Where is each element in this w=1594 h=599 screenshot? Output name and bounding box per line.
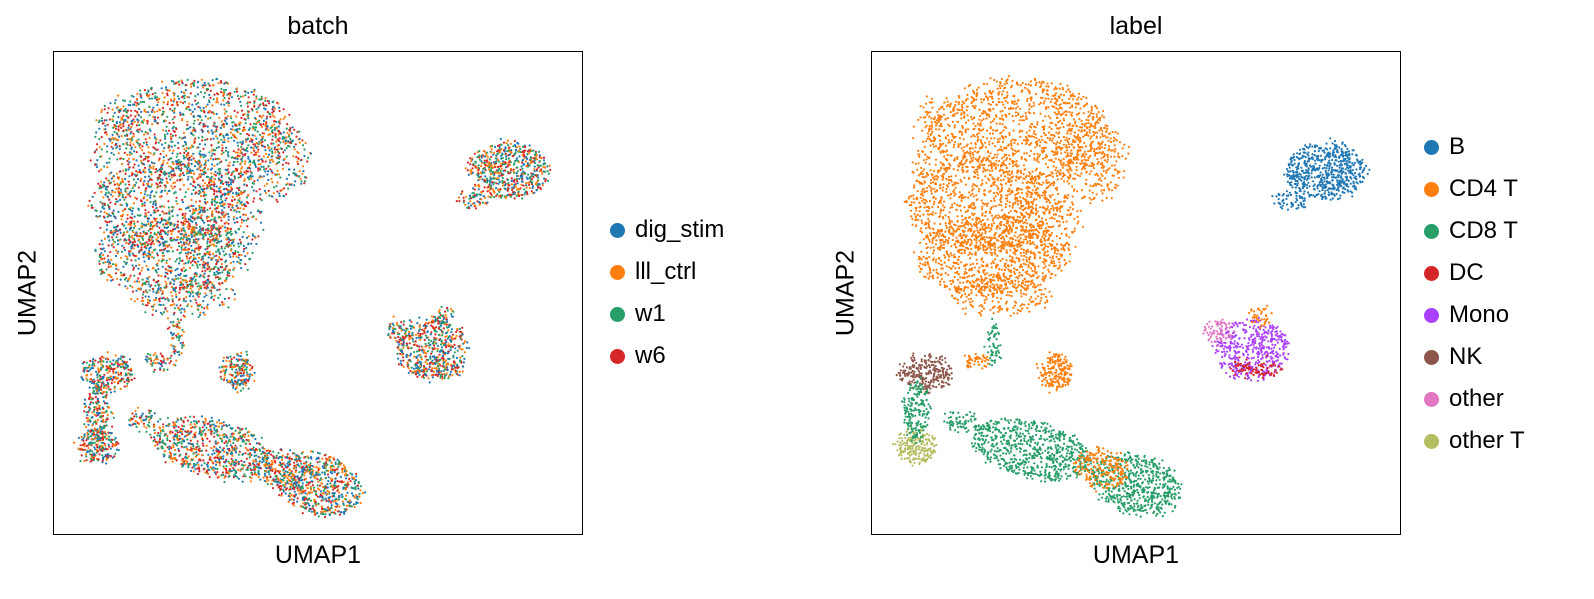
legend-item: Mono bbox=[1424, 298, 1509, 332]
legend-item: w1 bbox=[610, 297, 666, 331]
scatter-points bbox=[73, 77, 552, 519]
legend-label: CD8 T bbox=[1449, 217, 1518, 244]
legend-marker bbox=[1424, 223, 1439, 239]
legend-marker bbox=[1424, 433, 1439, 449]
legend-item: CD8 T bbox=[1424, 214, 1518, 248]
x-axis-label: UMAP1 bbox=[274, 541, 362, 569]
legend-item: other bbox=[1424, 382, 1504, 416]
legend-marker bbox=[1424, 391, 1439, 407]
label-panel: label UMAP2 UMAP1 B CD4 T CD8 T DC Mono NK oth… bbox=[818, 0, 1594, 599]
legend-label: w6 bbox=[635, 342, 666, 369]
legend-label: NK bbox=[1449, 343, 1483, 370]
legend-label: Mono bbox=[1449, 301, 1510, 328]
legend-item: DC bbox=[1424, 256, 1484, 290]
plot-frame bbox=[53, 51, 583, 535]
legend-label: lll_ctrl bbox=[635, 258, 697, 285]
y-axis-label: UMAP2 bbox=[13, 249, 42, 337]
legend-marker bbox=[1424, 265, 1439, 281]
legend-item: dig_stim bbox=[610, 213, 724, 247]
x-axis-label: UMAP1 bbox=[1092, 541, 1180, 569]
legend-item: CD4 T bbox=[1424, 172, 1518, 206]
legend-marker bbox=[610, 348, 625, 364]
legend-item: other T bbox=[1424, 424, 1525, 458]
legend-marker bbox=[1424, 349, 1439, 365]
legend-label: other T bbox=[1449, 427, 1525, 454]
scatter-points bbox=[892, 75, 1371, 518]
legend-label: B bbox=[1449, 133, 1466, 160]
chart-title: label bbox=[1109, 12, 1163, 40]
chart-title: batch bbox=[287, 12, 349, 40]
y-axis-label: UMAP2 bbox=[831, 249, 860, 337]
legend-marker bbox=[1424, 307, 1439, 323]
plot-frame bbox=[871, 51, 1401, 535]
batch-panel: batch UMAP2 UMAP1 dig_stim lll_ctrl w1 w6 bbox=[13, 12, 725, 569]
legend-label: other bbox=[1449, 385, 1504, 412]
legend-label: CD4 T bbox=[1449, 175, 1518, 202]
batch-scatter-plot bbox=[73, 77, 552, 519]
legend-marker bbox=[1424, 181, 1439, 197]
label-scatter-plot bbox=[892, 75, 1371, 518]
legend-label: dig_stim bbox=[635, 216, 725, 243]
legend-marker bbox=[610, 306, 625, 322]
legend-item: w6 bbox=[610, 339, 666, 373]
legend-item: B bbox=[1424, 130, 1465, 164]
legend-label: w1 bbox=[635, 300, 666, 327]
legend-marker bbox=[610, 264, 625, 280]
legend-marker bbox=[1424, 139, 1439, 155]
legend-item: NK bbox=[1424, 340, 1482, 374]
legend-marker bbox=[610, 222, 625, 238]
legend-label: DC bbox=[1449, 259, 1484, 286]
legend-item: lll_ctrl bbox=[610, 255, 696, 289]
